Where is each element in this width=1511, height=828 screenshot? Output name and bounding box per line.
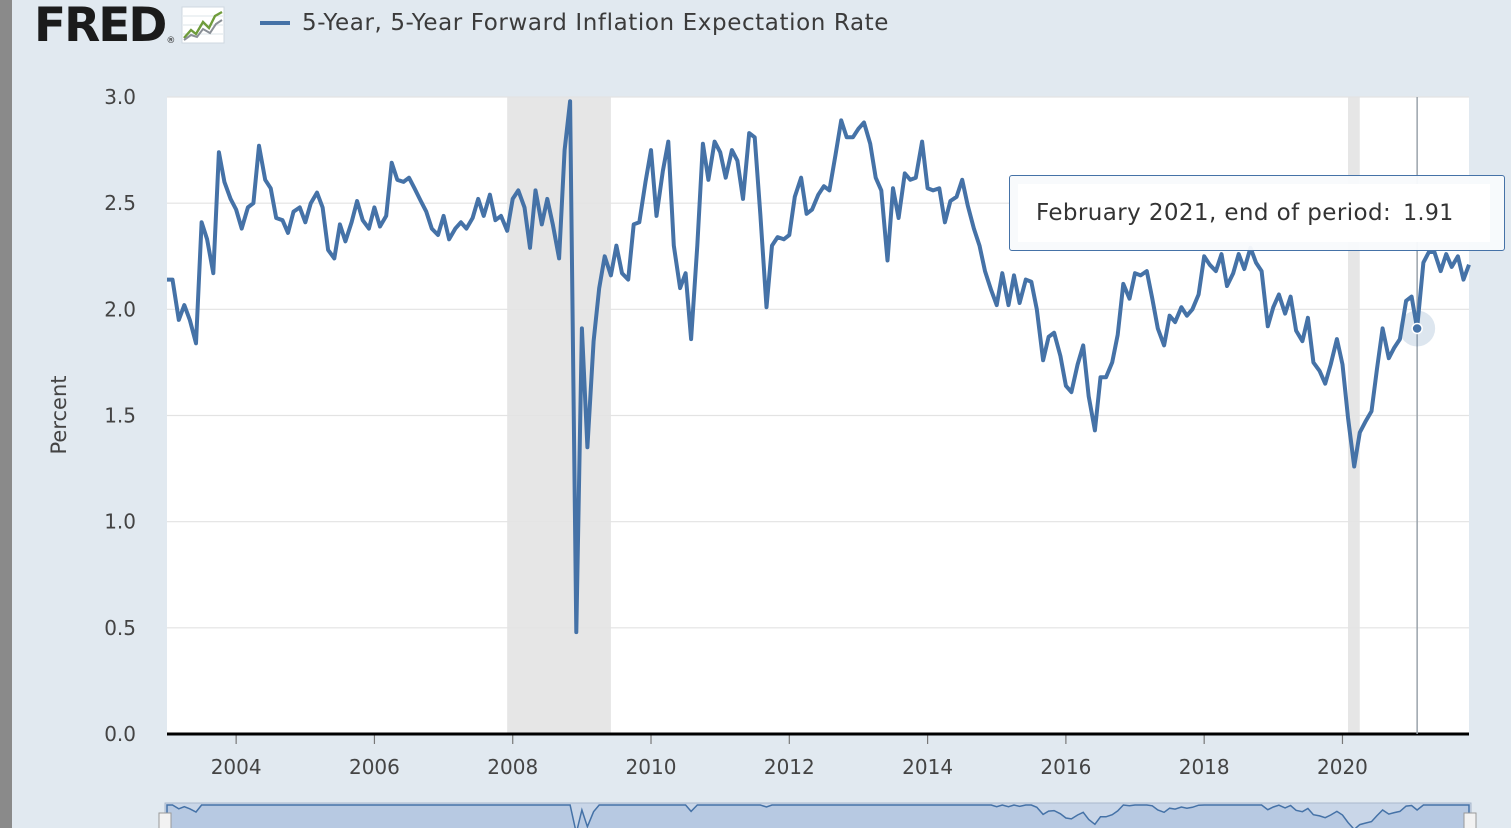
chart-header: FRED ® 5-Year, 5-Year Forward Inflation …: [12, 0, 1511, 60]
tooltip-label: February 2021, end of period:: [1036, 200, 1392, 226]
x-tick-label: 2018: [1179, 755, 1230, 779]
legend-series-swatch: [260, 21, 290, 25]
y-axis-label: Percent: [47, 375, 71, 454]
line-chart[interactable]: 0.00.51.01.52.02.53.0 2004 2006 2008 2010 20…: [12, 0, 1511, 828]
navigator-handle-right: [1463, 812, 1477, 828]
x-tick-label: 2012: [764, 755, 815, 779]
line-graph-icon: [181, 6, 225, 44]
fred-logo[interactable]: FRED ®: [34, 0, 225, 52]
x-tick-label: 2016: [1040, 755, 1091, 779]
registered-mark: ®: [166, 36, 176, 46]
navigator-series-line: [166, 804, 1470, 828]
y-axis-tick-labels: 0.0 0.5 1.0 1.5 2.0 2.5 3.0: [104, 85, 136, 746]
tooltip-value: 1.91: [1403, 200, 1454, 226]
navigator[interactable]: [158, 802, 1477, 828]
series-line-5y5y-inflation: [167, 99, 1471, 635]
y-tick-label: 2.0: [104, 297, 136, 321]
y-tick-label: 2.5: [104, 191, 136, 215]
y-tick-label: 1.0: [104, 510, 136, 534]
y-tick-label: 0.5: [104, 616, 136, 640]
x-tick-label: 2010: [626, 755, 677, 779]
chart-legend[interactable]: 5-Year, 5-Year Forward Inflation Expecta…: [260, 10, 889, 36]
x-tick-label: 2006: [349, 755, 400, 779]
x-tick-label: 2008: [487, 755, 538, 779]
tooltip-body: February 2021, end of period: 1.91: [1018, 184, 1490, 242]
legend-series-label: 5-Year, 5-Year Forward Inflation Expecta…: [302, 10, 890, 36]
hover-point-marker: [1411, 322, 1423, 335]
x-axis-tick-labels: 2004 2006 2008 2010 2012 2014 2016 2018 2020: [211, 734, 1368, 779]
x-tick-label: 2004: [211, 755, 262, 779]
x-tick-label: 2014: [902, 755, 953, 779]
y-tick-label: 1.5: [104, 404, 136, 428]
y-tick-label: 0.0: [104, 722, 136, 746]
fred-logo-text: FRED: [34, 0, 167, 53]
navigator-handle-left: [158, 812, 172, 828]
y-tick-label: 3.0: [104, 85, 136, 109]
data-tooltip: February 2021, end of period: 1.91: [1009, 175, 1505, 251]
x-tick-label: 2020: [1317, 755, 1368, 779]
fred-chart-frame: FRED ® 5-Year, 5-Year Forward Inflation …: [12, 0, 1511, 828]
